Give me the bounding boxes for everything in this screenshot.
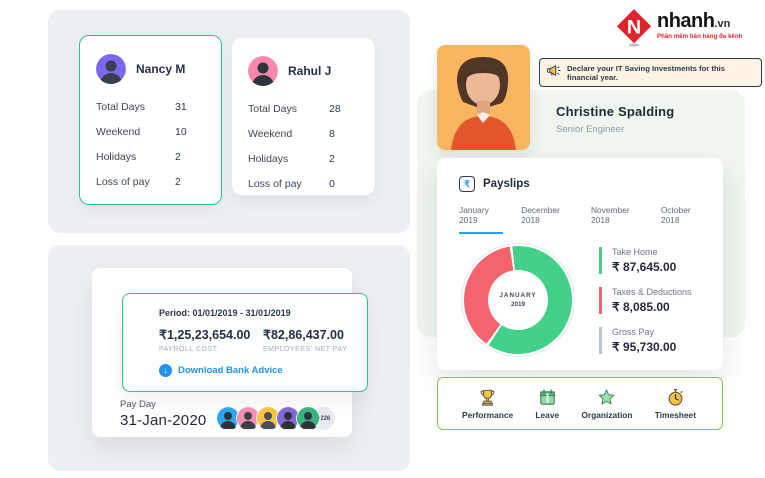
employee-avatar bbox=[276, 406, 301, 431]
stat-label: Loss of pay bbox=[96, 176, 150, 188]
payslips-header: ₹ Payslips bbox=[459, 176, 705, 192]
card-header: Rahul J bbox=[232, 38, 375, 90]
employee-avatar bbox=[236, 406, 261, 431]
feature-performance[interactable]: Performance bbox=[462, 388, 513, 420]
legend-value: ₹ 8,085.00 bbox=[612, 300, 670, 314]
stat-row: Holidays 2 bbox=[232, 153, 375, 165]
nhanh-logo-icon: N bbox=[616, 8, 652, 53]
avatar bbox=[96, 54, 126, 84]
payslips-title: Payslips bbox=[483, 178, 530, 190]
legend-label: Gross Pay bbox=[612, 327, 655, 337]
legend-taxes-deductions: Taxes & Deductions ₹ 8,085.00 bbox=[599, 287, 692, 314]
rupee-icon: ₹ bbox=[459, 176, 475, 192]
employee-avatars-group: +226 bbox=[216, 406, 335, 431]
stat-row: Weekend 8 bbox=[232, 128, 375, 140]
legend-value: ₹ 95,730.00 bbox=[612, 340, 677, 354]
download-icon: ↓ bbox=[159, 364, 172, 377]
stat-row: Total Days 31 bbox=[80, 101, 221, 113]
download-bank-advice-link[interactable]: ↓ Download Bank Advice bbox=[159, 364, 367, 377]
svg-text:N: N bbox=[627, 16, 641, 38]
stat-value: 28 bbox=[329, 103, 341, 115]
stat-row: Loss of pay 0 bbox=[232, 178, 375, 190]
stat-value: 8 bbox=[329, 128, 335, 140]
payslip-month-tabs: January 2019 December 2018 November 2018… bbox=[459, 205, 705, 234]
trophy-icon bbox=[480, 389, 495, 406]
legend-value: ₹ 87,645.00 bbox=[612, 260, 677, 274]
stat-value: 31 bbox=[175, 101, 187, 113]
avatar bbox=[248, 56, 278, 86]
stat-value: 0 bbox=[329, 178, 335, 190]
payday-block: Pay Day 31-Jan-2020 bbox=[120, 399, 206, 429]
features-card: Performance Leave Organization bbox=[437, 377, 723, 430]
logo-text: nhanh.vn Phần mềm bán hàng đa kênh bbox=[657, 11, 743, 40]
tab-november-2018[interactable]: November 2018 bbox=[591, 205, 630, 225]
profile-role: Senior Engineer bbox=[556, 124, 625, 135]
logo-word: nhanh bbox=[657, 10, 715, 32]
it-declaration-notice[interactable]: Declare your IT Saving Investments for t… bbox=[539, 58, 762, 87]
employee-name: Rahul J bbox=[288, 64, 332, 78]
stat-label: Total Days bbox=[248, 103, 298, 115]
stat-value: 10 bbox=[175, 126, 187, 138]
legend-take-home: Take Home ₹ 87,645.00 bbox=[599, 247, 692, 274]
notice-text: Declare your IT Saving Investments for t… bbox=[567, 63, 726, 82]
donut-center-year: 2019 bbox=[510, 301, 525, 308]
feature-label: Timesheet bbox=[654, 409, 696, 420]
logo-tld: .vn bbox=[714, 18, 731, 30]
employee-name: Nancy M bbox=[136, 62, 186, 76]
payday-date: 31-Jan-2020 bbox=[120, 412, 207, 429]
donut-center-month: JANUARY bbox=[499, 292, 537, 299]
employee-avatar bbox=[256, 406, 281, 431]
feature-label: Organization bbox=[581, 409, 633, 420]
payroll-cost-value: ₹1,25,23,654.00 bbox=[159, 328, 251, 342]
feature-label: Leave bbox=[535, 409, 560, 420]
stat-label: Weekend bbox=[96, 126, 141, 138]
legend-label: Take Home bbox=[612, 247, 658, 257]
legend-gross-pay: Gross Pay ₹ 95,730.00 bbox=[599, 327, 692, 354]
period-label: Period: 01/01/2019 - 31/01/2019 bbox=[159, 308, 291, 318]
feature-organization[interactable]: Organization bbox=[581, 388, 633, 420]
payday-label: Pay Day bbox=[120, 399, 156, 410]
tab-january-2019[interactable]: January 2019 bbox=[459, 205, 504, 234]
stat-value: 2 bbox=[329, 153, 335, 165]
star-icon bbox=[599, 388, 615, 404]
feature-leave[interactable]: Leave bbox=[535, 388, 559, 420]
attendance-card-rahul: Rahul J Total Days 28 Weekend 8 Holidays… bbox=[232, 38, 375, 195]
tab-december-2018[interactable]: December 2018 bbox=[521, 205, 560, 225]
feature-label: Performance bbox=[462, 409, 514, 420]
stat-value: 2 bbox=[175, 176, 181, 188]
card-header: Nancy M bbox=[80, 36, 221, 88]
stat-row: Holidays 2 bbox=[80, 151, 221, 163]
stat-row: Total Days 28 bbox=[232, 103, 375, 115]
profile-name: Christine Spalding bbox=[556, 104, 675, 119]
logo-tagline: Phần mềm bán hàng đa kênh bbox=[657, 34, 743, 40]
payslip-donut-chart: JANUARY 2019 bbox=[461, 243, 575, 357]
payroll-cost-label: PAYROLL COST bbox=[159, 346, 218, 353]
stat-label: Weekend bbox=[248, 128, 293, 140]
payslips-card: ₹ Payslips January 2019 December 2018 No… bbox=[437, 158, 723, 370]
feature-timesheet[interactable]: Timesheet bbox=[655, 388, 696, 420]
stat-value: 2 bbox=[175, 151, 181, 163]
net-pay-value: ₹82,86,437.00 bbox=[263, 328, 344, 342]
employee-avatar bbox=[296, 406, 321, 431]
stat-label: Loss of pay bbox=[248, 178, 302, 190]
stat-label: Total Days bbox=[96, 101, 146, 113]
profile-info: Christine Spalding Senior Engineer bbox=[556, 104, 674, 135]
stat-label: Holidays bbox=[96, 151, 137, 163]
megaphone-icon bbox=[547, 64, 561, 82]
download-label: Download Bank Advice bbox=[178, 365, 283, 376]
stat-row: Weekend 10 bbox=[80, 126, 221, 138]
nhanh-logo[interactable]: N nhanh.vn Phần mềm bán hàng đa kênh bbox=[616, 8, 743, 53]
calendar-icon bbox=[539, 388, 555, 405]
tab-october-2018[interactable]: October 2018 bbox=[660, 205, 691, 225]
stat-label: Holidays bbox=[248, 153, 289, 165]
legend-label: Taxes & Deductions bbox=[612, 287, 692, 297]
payroll-period-card: Period: 01/01/2019 - 31/01/2019 ₹1,25,23… bbox=[122, 293, 368, 392]
payslip-legend: Take Home ₹ 87,645.00 Taxes & Deductions… bbox=[599, 247, 692, 367]
net-pay-label: EMPLOYEES' NET PAY bbox=[263, 346, 348, 353]
attendance-card-nancy: Nancy M Total Days 31 Weekend 10 Holiday… bbox=[79, 35, 222, 205]
stopwatch-icon bbox=[668, 388, 683, 406]
stat-row: Loss of pay 2 bbox=[80, 176, 221, 188]
profile-photo bbox=[437, 45, 530, 150]
